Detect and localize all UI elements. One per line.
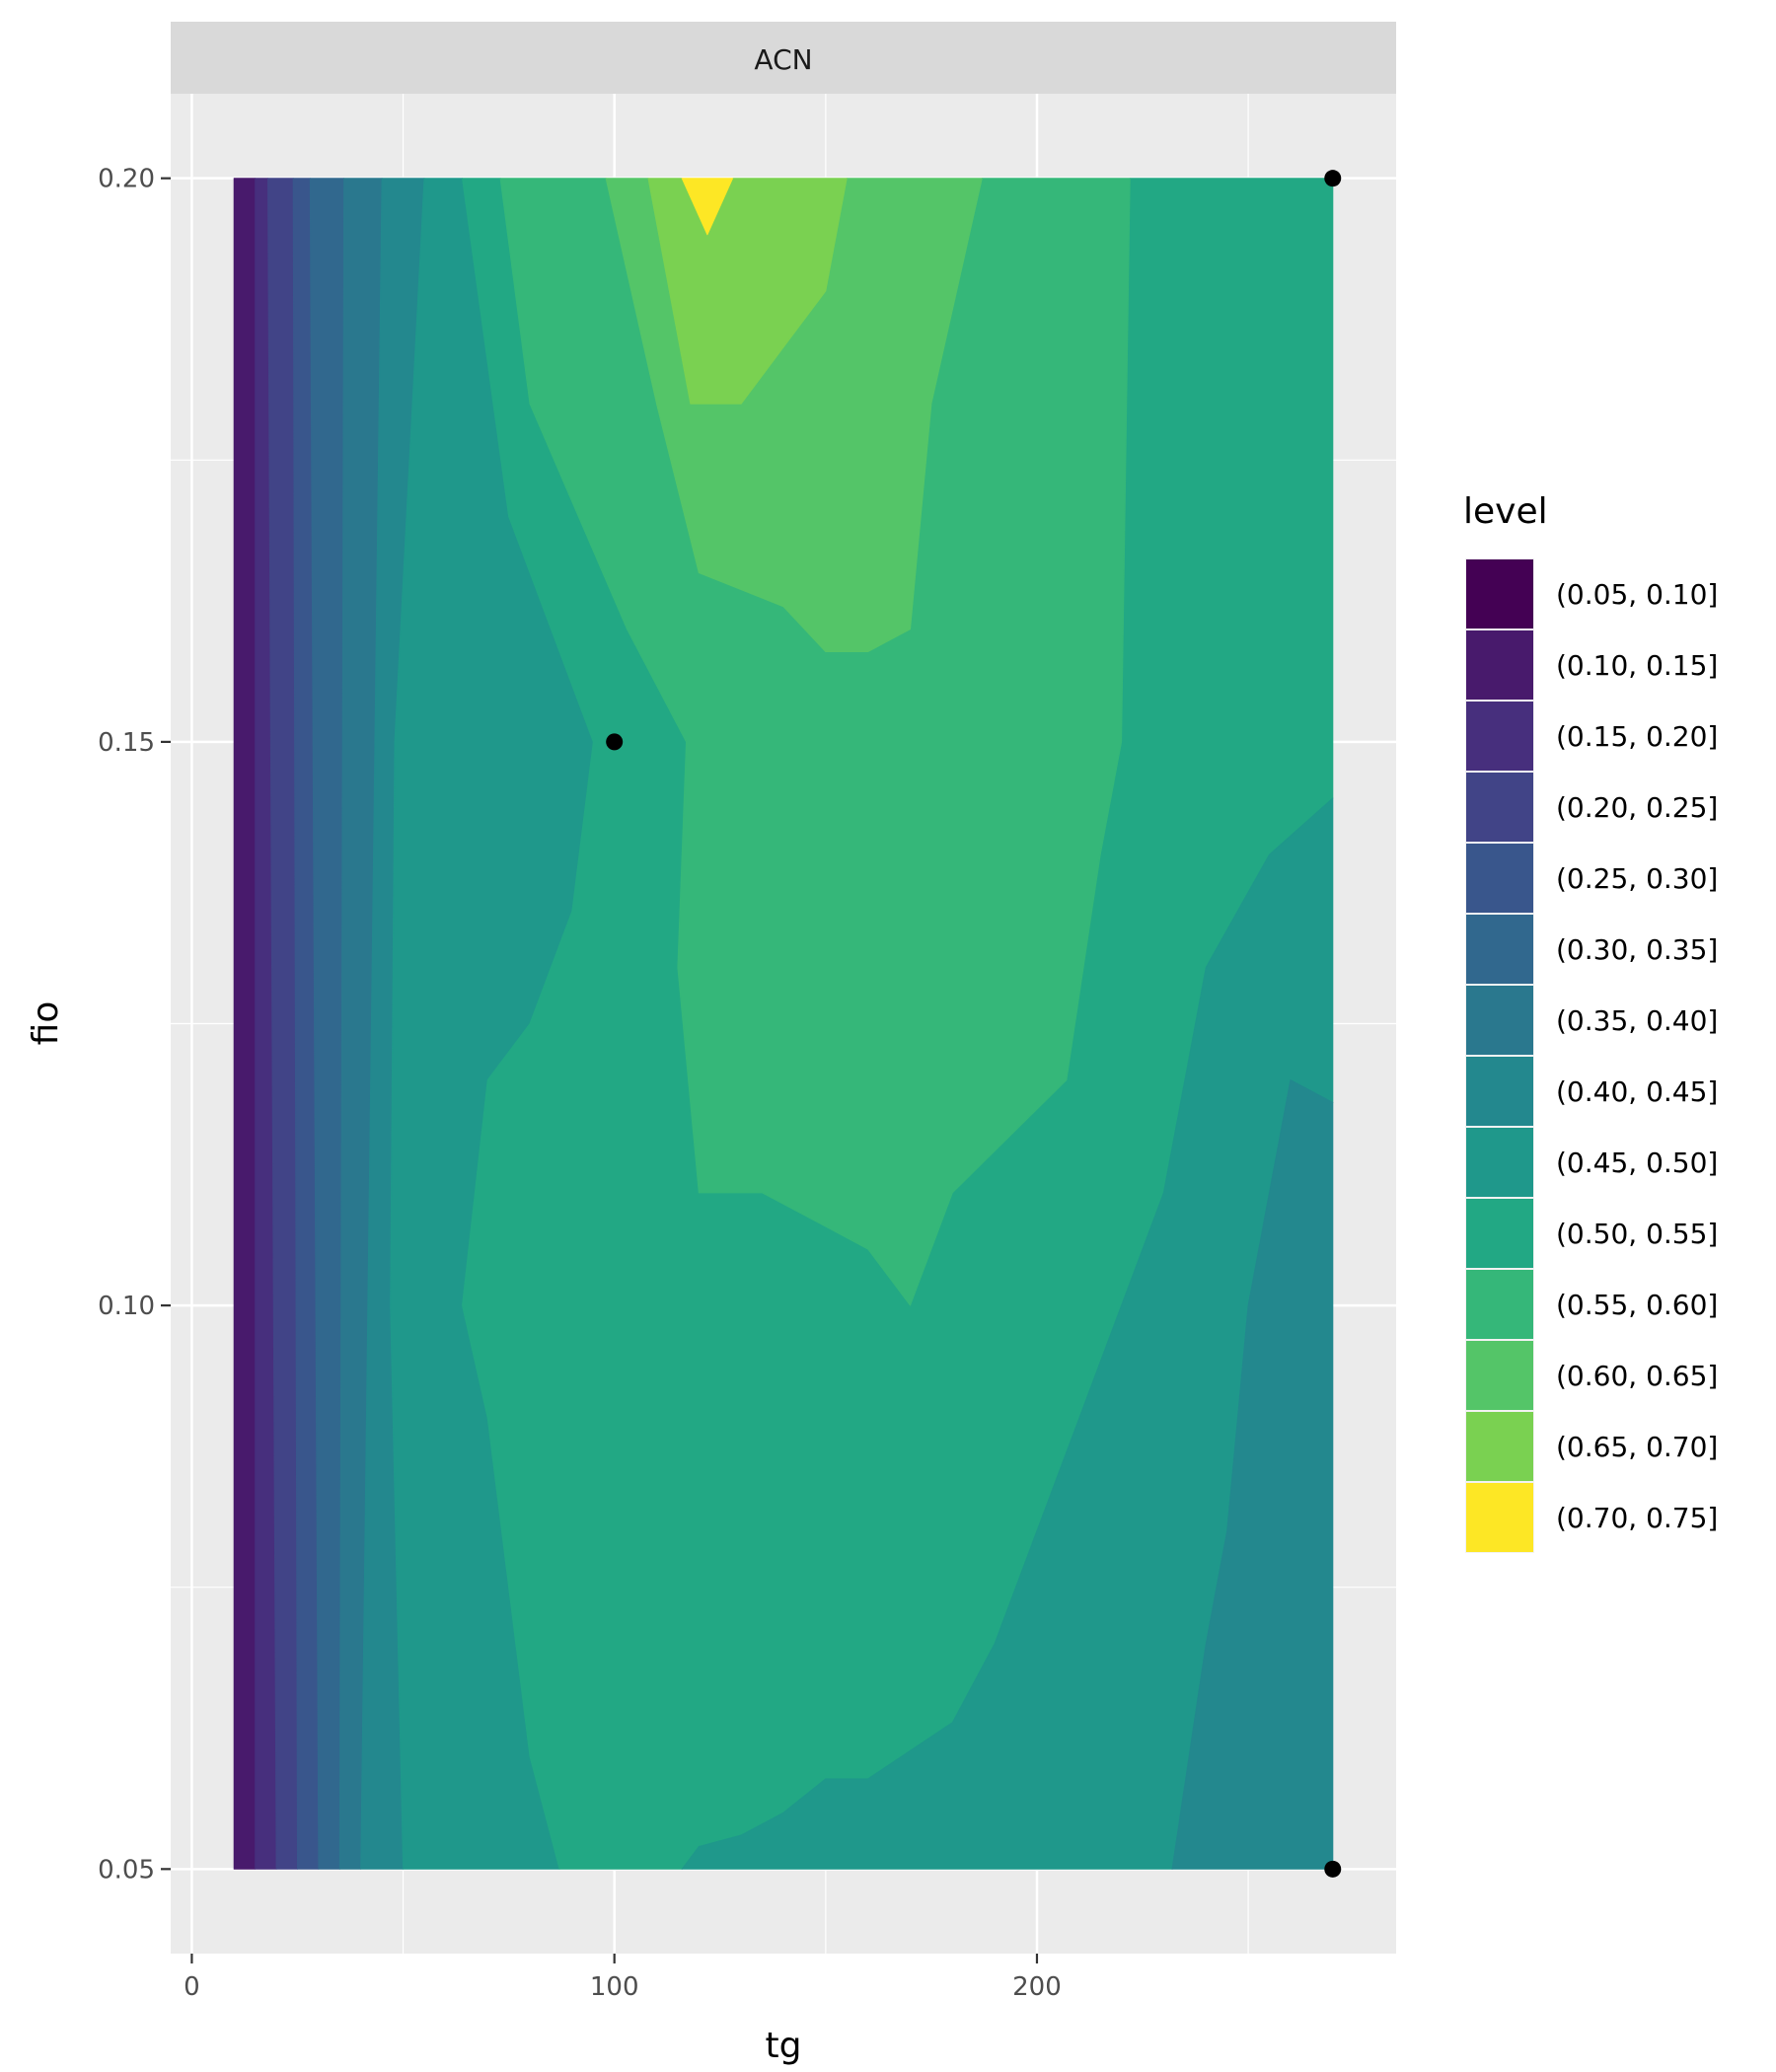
legend-key-swatch [1466,1412,1533,1481]
legend-key-swatch [1466,844,1533,913]
contour-band [233,178,257,1870]
legend-label: (0.20, 0.25] [1556,791,1718,824]
contour-band [1171,1079,1334,1870]
legend-key-swatch [1466,559,1533,629]
legend-key-swatch [1466,1270,1533,1339]
legend-key-swatch [1466,702,1533,771]
legend-label: (0.30, 0.35] [1556,933,1718,966]
y-tick-label: 0.05 [98,1855,155,1885]
legend-label: (0.45, 0.50] [1556,1147,1718,1179]
legend-label: (0.70, 0.75] [1556,1502,1718,1534]
legend-label: (0.60, 0.65] [1556,1360,1718,1392]
y-tick-label: 0.15 [98,728,155,758]
legend-label: (0.05, 0.10] [1556,578,1718,611]
legend: level (0.05, 0.10] (0.10, 0.15] (0.15, 0.2… [1463,491,1718,1553]
legend-key-swatch [1466,1057,1533,1126]
x-tick-label: 100 [590,1972,639,2002]
legend-key-swatch [1466,1341,1533,1410]
y-tick-label: 0.20 [98,165,155,194]
legend-key-swatch [1466,1483,1533,1552]
legend-title: level [1463,491,1548,532]
y-axis-title: fio [26,1001,66,1046]
legend-label: (0.25, 0.30] [1556,862,1718,895]
facet-label: ACN [754,43,812,76]
legend-label: (0.65, 0.70] [1556,1431,1718,1463]
x-axis-title: tg [766,2026,802,2066]
x-tick-label: 200 [1012,1972,1062,2002]
contour-band [681,178,734,236]
legend-key-swatch [1466,630,1533,700]
legend-label: (0.55, 0.60] [1556,1289,1718,1321]
legend-label: (0.15, 0.20] [1556,720,1718,753]
legend-key-swatch [1466,1128,1533,1197]
legend-label: (0.50, 0.55] [1556,1218,1718,1250]
legend-label: (0.10, 0.15] [1556,649,1718,682]
legend-key-swatch [1466,986,1533,1055]
legend-label: (0.35, 0.40] [1556,1004,1718,1037]
legend-label: (0.40, 0.45] [1556,1075,1718,1108]
legend-key-swatch [1466,773,1533,842]
data-points [606,170,1342,1878]
x-tick-label: 0 [184,1972,200,2002]
legend-key-swatch [1466,1199,1533,1268]
facet-strip [171,22,1396,94]
contour-bands [233,178,1334,1870]
data-point [1324,170,1342,187]
axes: 0 100 200 0.05 0.10 0.15 0.20 [98,165,1062,2002]
data-point [1324,1860,1342,1878]
y-tick-label: 0.10 [98,1292,155,1321]
legend-key-swatch [1466,915,1533,984]
data-point [606,733,624,751]
